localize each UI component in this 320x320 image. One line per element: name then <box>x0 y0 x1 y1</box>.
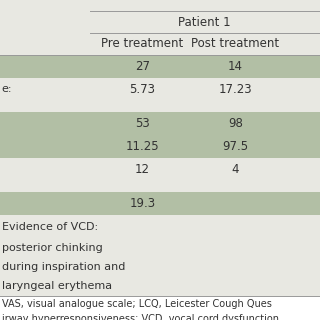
Text: 12: 12 <box>135 163 150 176</box>
Bar <box>0 181 320 192</box>
Text: 14: 14 <box>228 60 243 73</box>
Text: 11.25: 11.25 <box>125 140 159 153</box>
Bar <box>0 258 320 277</box>
Text: laryngeal erythema: laryngeal erythema <box>2 281 112 292</box>
Bar <box>0 158 320 181</box>
Text: Pre treatment: Pre treatment <box>101 37 184 50</box>
Text: Post treatment: Post treatment <box>191 37 279 50</box>
Bar <box>0 33 320 55</box>
Text: irway hyperresponsiveness; VCD, vocal cord dysfunction: irway hyperresponsiveness; VCD, vocal co… <box>2 314 279 320</box>
Text: e:: e: <box>2 84 12 94</box>
Text: 27: 27 <box>135 60 150 73</box>
Bar <box>0 112 320 135</box>
Bar <box>0 277 320 296</box>
Text: Evidence of VCD:: Evidence of VCD: <box>2 222 98 232</box>
Bar <box>0 296 320 320</box>
Text: posterior chinking: posterior chinking <box>2 243 102 253</box>
Text: 97.5: 97.5 <box>222 140 248 153</box>
Text: 53: 53 <box>135 117 150 130</box>
Text: VAS, visual analogue scale; LCQ, Leicester Cough Ques: VAS, visual analogue scale; LCQ, Leicest… <box>2 299 271 309</box>
Text: 19.3: 19.3 <box>129 197 156 210</box>
Text: 17.23: 17.23 <box>218 83 252 96</box>
Bar <box>0 55 320 78</box>
Text: Patient 1: Patient 1 <box>179 16 231 28</box>
Text: 98: 98 <box>228 117 243 130</box>
Text: 4: 4 <box>231 163 239 176</box>
Bar <box>0 101 320 112</box>
Bar <box>0 135 320 158</box>
Text: during inspiration and: during inspiration and <box>2 262 125 272</box>
Bar <box>0 238 320 258</box>
Bar <box>0 215 320 238</box>
Bar <box>0 192 320 215</box>
Text: 5.73: 5.73 <box>129 83 156 96</box>
Bar <box>0 78 320 101</box>
